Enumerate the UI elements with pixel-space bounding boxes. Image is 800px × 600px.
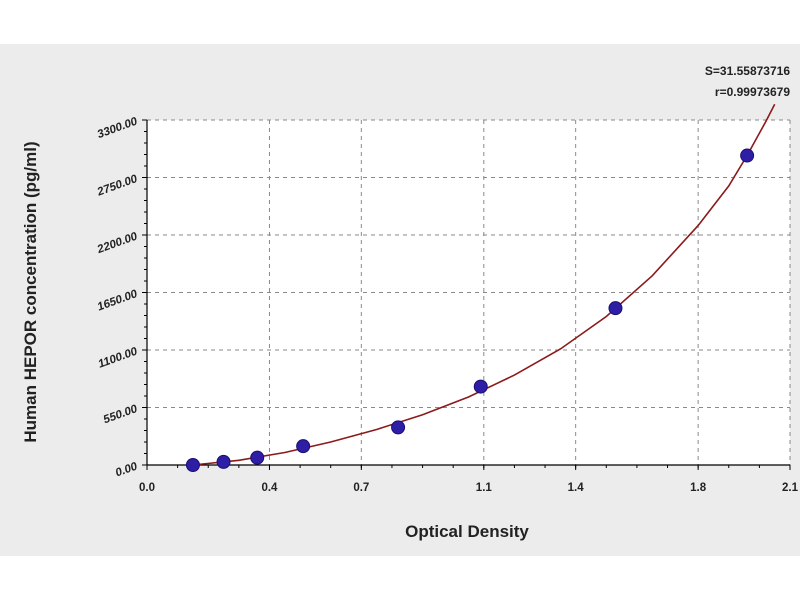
data-points	[185, 148, 755, 472]
x-axis-title: Optical Density	[405, 522, 529, 541]
data-point	[250, 450, 265, 465]
x-tick-label: 0.0	[139, 482, 155, 494]
x-tick-label: 1.4	[568, 482, 585, 494]
x-tick-label: 0.4	[261, 482, 278, 494]
y-axis-title: Human HEPOR concentration (pg/ml)	[21, 141, 40, 442]
data-point	[473, 379, 488, 394]
x-tick-label: 2.1	[782, 482, 799, 494]
x-tick-label: 1.8	[690, 482, 707, 494]
data-point	[740, 148, 755, 163]
data-point	[391, 420, 406, 435]
data-point	[296, 439, 311, 454]
data-point	[608, 301, 623, 316]
data-point	[216, 454, 231, 469]
annotation-s-value: S=31.55873716	[705, 64, 790, 78]
x-axis-ticks: 0.0 0.4 0.7 1.1 1.4 1.8 2.1	[139, 465, 799, 494]
gridlines	[147, 119, 791, 465]
annotation-r-value: r=0.99973679	[715, 85, 790, 99]
x-tick-label: 1.1	[476, 482, 493, 494]
data-point	[185, 458, 200, 472]
x-tick-label: 0.7	[353, 482, 369, 494]
